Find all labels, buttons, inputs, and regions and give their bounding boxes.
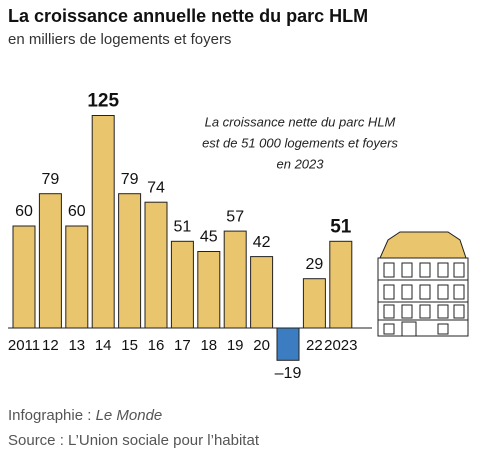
value-label: 125 xyxy=(87,91,119,112)
value-label: 74 xyxy=(147,179,165,196)
value-label: 29 xyxy=(306,256,324,273)
bar xyxy=(144,201,168,329)
value-label: 60 xyxy=(15,203,33,220)
value-label: 45 xyxy=(200,229,218,246)
value-label: 60 xyxy=(68,203,86,220)
bar xyxy=(12,225,36,329)
bar xyxy=(91,115,115,329)
value-label: –19 xyxy=(275,365,302,382)
x-tick-label: 13 xyxy=(68,337,85,354)
bar xyxy=(197,251,221,329)
x-tick-label: 12 xyxy=(42,337,59,354)
chart-title: La croissance annuelle nette du parc HLM xyxy=(8,6,368,26)
value-label: 79 xyxy=(42,171,60,188)
annotation-line: en 2023 xyxy=(277,156,325,171)
x-tick-label: 17 xyxy=(174,337,191,354)
bar xyxy=(302,278,326,329)
value-label: 79 xyxy=(121,171,139,188)
x-tick-label: 19 xyxy=(227,337,244,354)
bar xyxy=(65,225,89,329)
bar xyxy=(223,230,247,329)
annotation-line: est de 51 000 logements et foyers xyxy=(202,135,398,150)
bar xyxy=(38,193,62,329)
x-tick-label: 18 xyxy=(200,337,217,354)
building xyxy=(377,231,469,337)
x-tick-label: 16 xyxy=(148,337,165,354)
x-tick-label: 2023 xyxy=(324,337,357,354)
chart-subtitle: en milliers de logements et foyers xyxy=(8,31,231,48)
x-tick-label: 15 xyxy=(121,337,138,354)
annotation: La croissance nette du parc HLM est de 51… xyxy=(202,114,398,171)
annotation-line: La croissance nette du parc HLM xyxy=(205,114,396,129)
value-label: 42 xyxy=(253,234,271,251)
credit-name: Le Monde xyxy=(96,407,163,424)
credit-text: Infographie : xyxy=(8,407,96,424)
bar xyxy=(329,240,353,329)
value-label: 51 xyxy=(330,216,352,237)
bar xyxy=(118,193,142,329)
bar xyxy=(250,256,274,329)
credit: Infographie : Le Monde xyxy=(8,407,162,424)
x-tick-label: 20 xyxy=(253,337,270,354)
value-label: 57 xyxy=(226,208,244,225)
bar xyxy=(170,240,194,329)
value-label: 51 xyxy=(174,219,192,236)
bar xyxy=(276,327,300,361)
x-tick-label: 22 xyxy=(306,337,323,354)
source: Source : L’Union sociale pour l’habitat xyxy=(8,432,260,449)
x-tick-label: 2011 xyxy=(8,337,40,354)
x-tick-label: 14 xyxy=(95,337,112,354)
